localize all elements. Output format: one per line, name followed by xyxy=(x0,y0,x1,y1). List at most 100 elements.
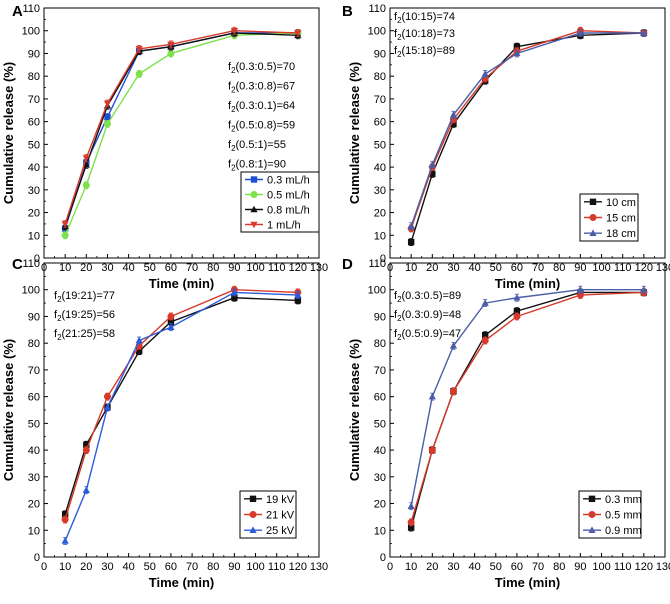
data-point xyxy=(407,222,415,229)
y-tick-label: 0 xyxy=(380,552,386,564)
x-tick-label: 0 xyxy=(387,561,393,573)
panel-label: B xyxy=(342,3,353,20)
data-point xyxy=(513,43,521,50)
y-tick-label: 20 xyxy=(374,208,386,220)
data-point xyxy=(428,392,436,400)
x-tick-label: 80 xyxy=(553,262,565,274)
data-point xyxy=(481,337,489,345)
y-tick-label: 0 xyxy=(34,552,40,564)
series-line xyxy=(410,289,644,507)
series-18-cm xyxy=(407,29,648,231)
data-point xyxy=(428,161,436,168)
x-tick-label: 90 xyxy=(574,262,586,274)
f2-annotation: f2(0.5:0.8)=59 xyxy=(228,120,295,134)
x-tick-label: 70 xyxy=(532,262,544,274)
data-point xyxy=(167,318,175,325)
x-tick-label: 100 xyxy=(592,262,610,274)
data-point xyxy=(82,161,90,168)
y-tick-label: 0 xyxy=(34,253,40,265)
x-tick-label: 0 xyxy=(41,561,47,573)
data-point xyxy=(449,342,458,349)
x-tick-label: 10 xyxy=(405,561,417,573)
x-tick-label: 60 xyxy=(165,561,177,573)
data-point xyxy=(481,331,489,339)
legend-label: 0.9 mm xyxy=(605,525,642,537)
x-tick-label: 90 xyxy=(228,262,240,274)
x-tick-label: 30 xyxy=(101,561,113,573)
legend-swatch-marker xyxy=(589,229,597,236)
y-tick-label: 110 xyxy=(22,258,40,270)
y-axis-title: Cumulative release (%) xyxy=(1,62,16,204)
data-point xyxy=(294,297,302,304)
data-point xyxy=(167,312,175,320)
y-tick-label: 70 xyxy=(374,94,386,106)
data-point xyxy=(135,46,143,53)
legend-swatch-marker xyxy=(588,495,596,503)
data-point xyxy=(513,293,521,301)
y-tick-label: 100 xyxy=(22,285,40,297)
y-tick-label: 90 xyxy=(374,48,386,60)
f2-annotation: f2(0.8:1)=90 xyxy=(228,159,286,173)
legend-label: 18 cm xyxy=(606,228,636,240)
x-tick-label: 10 xyxy=(59,262,71,274)
data-point xyxy=(82,446,90,454)
data-point xyxy=(481,299,489,306)
x-tick-label: 110 xyxy=(268,262,286,274)
x-tick-label: 40 xyxy=(468,561,480,573)
data-point xyxy=(294,30,302,37)
f2-annotation: f2(19:21)=77 xyxy=(54,290,115,304)
data-point xyxy=(61,537,69,544)
legend-label: 15 cm xyxy=(606,213,636,225)
y-tick-label: 80 xyxy=(28,338,40,350)
data-point xyxy=(640,29,648,36)
x-axis-title: Time (min) xyxy=(495,575,561,590)
x-tick-label: 80 xyxy=(207,561,219,573)
data-point xyxy=(407,502,415,510)
y-tick-label: 10 xyxy=(374,230,386,242)
data-point xyxy=(104,113,111,121)
data-point xyxy=(230,27,238,35)
x-tick-label: 130 xyxy=(310,561,328,573)
x-tick-label: 20 xyxy=(80,262,92,274)
data-point xyxy=(167,41,175,49)
y-tick-label: 60 xyxy=(374,392,386,404)
data-point xyxy=(82,181,90,189)
data-point xyxy=(294,291,302,298)
legend-label: 0.8 mL/h xyxy=(267,205,310,217)
data-point xyxy=(61,511,69,518)
data-point xyxy=(513,307,521,315)
data-point xyxy=(407,524,415,531)
f2-annotation: f2(0.5:1)=55 xyxy=(228,139,286,153)
data-point xyxy=(513,312,521,320)
data-point xyxy=(640,285,648,293)
y-tick-label: 0 xyxy=(380,253,386,265)
x-tick-label: 100 xyxy=(592,561,610,573)
data-point xyxy=(449,111,458,118)
y-tick-label: 80 xyxy=(374,71,386,83)
y-axis-title: Cumulative release (%) xyxy=(1,339,16,481)
legend-label: 0.5 mm xyxy=(605,510,642,522)
x-tick-label: 120 xyxy=(289,561,307,573)
legend-label: 0.3 mL/h xyxy=(267,175,310,187)
x-tick-label: 60 xyxy=(511,262,523,274)
data-point xyxy=(61,516,69,524)
y-tick-label: 70 xyxy=(374,365,386,377)
y-tick-label: 80 xyxy=(374,338,386,350)
legend-swatch-marker xyxy=(588,511,596,518)
legend-label: 1 mL/h xyxy=(267,220,301,232)
series-line xyxy=(410,291,644,523)
y-axis-title: Cumulative release (%) xyxy=(347,62,362,204)
x-tick-label: 100 xyxy=(246,262,264,274)
y-tick-label: 90 xyxy=(28,48,40,60)
x-tick-label: 50 xyxy=(144,262,156,274)
y-tick-label: 20 xyxy=(28,208,40,220)
x-tick-label: 70 xyxy=(532,561,544,573)
data-point xyxy=(576,285,584,293)
data-point xyxy=(103,393,111,401)
legend: 0.3 mm 0.5 mm 0.9 mm xyxy=(578,490,642,539)
x-tick-label: 40 xyxy=(122,561,134,573)
data-point xyxy=(230,288,238,296)
